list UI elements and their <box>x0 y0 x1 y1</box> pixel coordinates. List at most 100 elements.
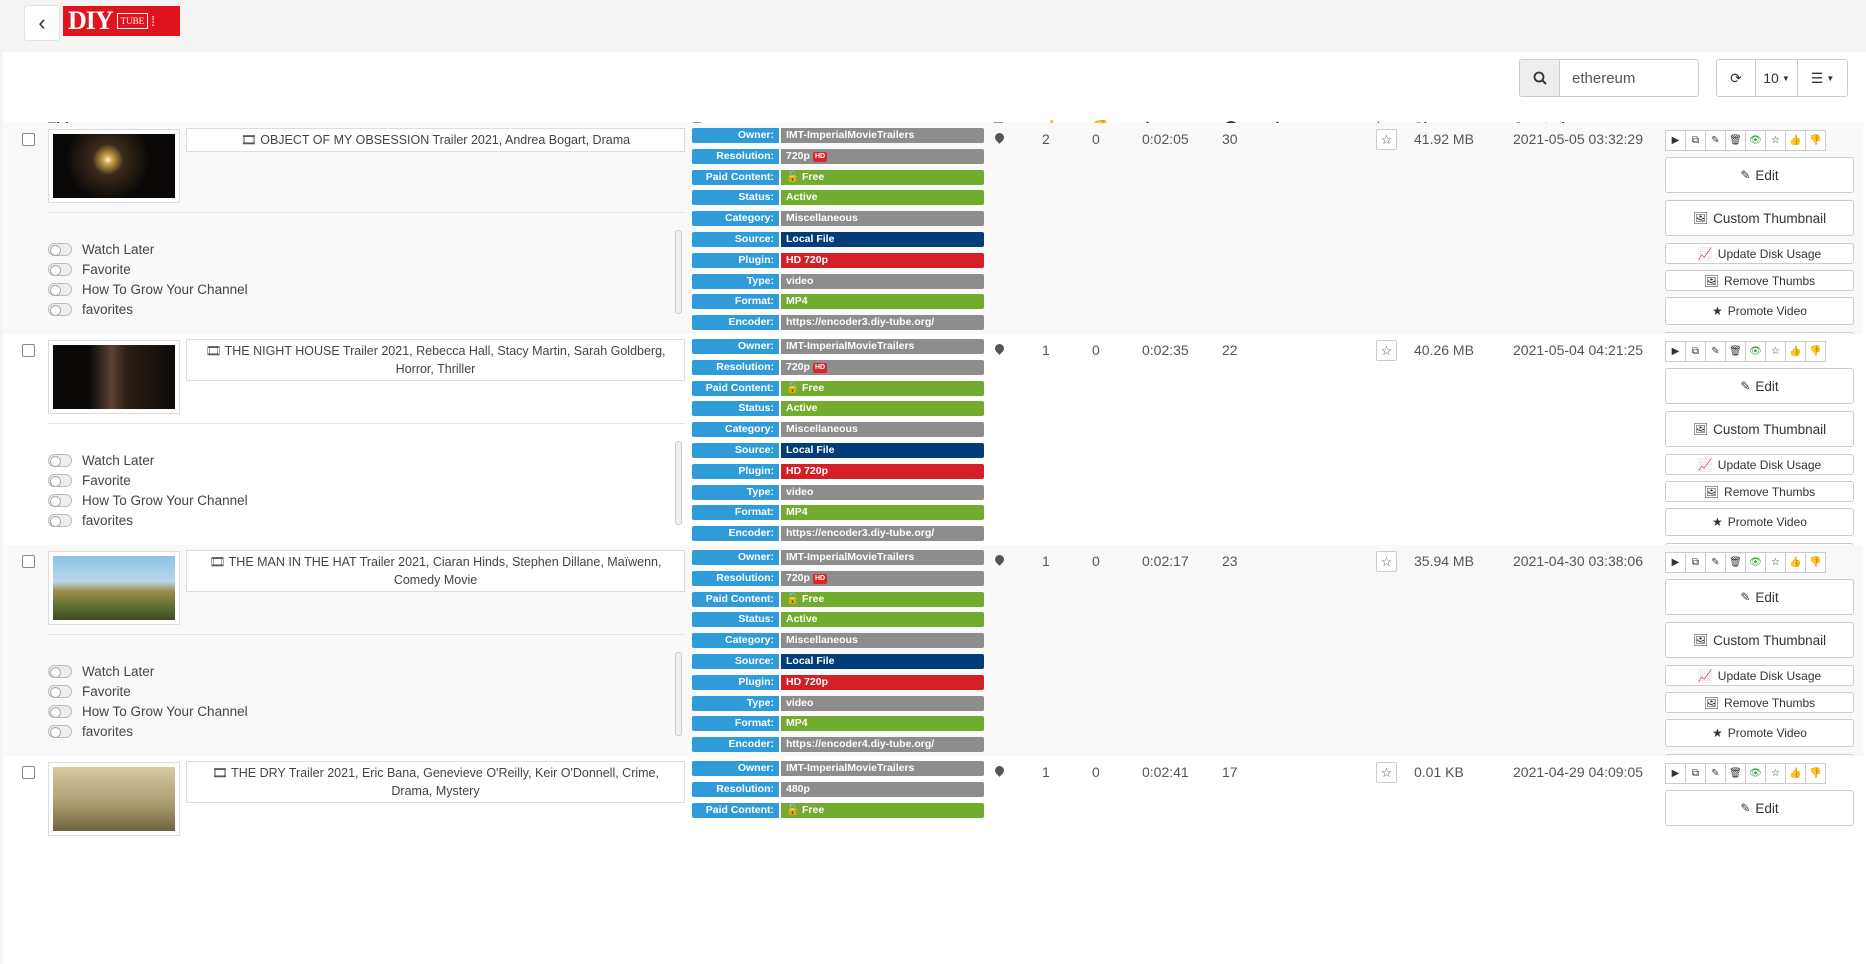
eye-button[interactable]: 👁 <box>1745 341 1766 362</box>
update-disk-usage-button[interactable]: 📈 Update Disk Usage <box>1665 665 1854 686</box>
film-icon: 🎞 <box>205 344 225 358</box>
back-button[interactable]: ‹ <box>24 5 60 41</box>
update-disk-usage-button[interactable]: 📈 Update Disk Usage <box>1665 454 1854 475</box>
duration: 0:02:35 <box>1142 342 1189 358</box>
video-title[interactable]: 🎞 THE NIGHT HOUSE Trailer 2021, Rebecca … <box>186 339 685 381</box>
remove-thumbs-button[interactable]: 🖼 Remove Thumbs <box>1665 270 1854 291</box>
playlist-toggle[interactable] <box>48 262 72 276</box>
playlist-toggle[interactable] <box>48 302 72 316</box>
edit-button[interactable]: ✎ Edit <box>1665 157 1854 193</box>
trash-button[interactable]: 🗑 <box>1725 130 1746 151</box>
custom-thumbnail-button[interactable]: 🖼 Custom Thumbnail <box>1665 622 1854 658</box>
page-size-dropdown[interactable]: 10 ▼ <box>1756 59 1798 97</box>
favorite-star-button[interactable]: ☆ <box>1376 340 1397 361</box>
row-checkbox[interactable] <box>22 344 35 357</box>
tag-key: Plugin: <box>692 463 779 479</box>
custom-thumbnail-button[interactable]: 🖼 Custom Thumbnail <box>1665 411 1854 447</box>
edit-button[interactable]: ✎ Edit <box>1665 368 1854 404</box>
play-button[interactable]: ▶ <box>1665 341 1686 362</box>
star-button[interactable]: ☆ <box>1765 552 1786 573</box>
video-thumbnail[interactable] <box>48 129 180 203</box>
playlist-scrollbar[interactable] <box>675 652 682 736</box>
search-input[interactable] <box>1560 60 1696 96</box>
custom-thumbnail-button[interactable]: 🖼 Custom Thumbnail <box>1665 200 1854 236</box>
search-button[interactable] <box>1520 60 1560 96</box>
star-button[interactable]: ☆ <box>1765 341 1786 362</box>
playlist-toggle[interactable] <box>48 493 72 507</box>
thumbs-up-button[interactable]: 👍 <box>1785 130 1806 151</box>
edit-square-icon: ✎ <box>1711 557 1720 568</box>
copy-button[interactable]: ⧉ <box>1685 130 1706 151</box>
thumbs-down-button[interactable]: 👎 <box>1805 130 1826 151</box>
trash-button[interactable]: 🗑 <box>1725 763 1746 784</box>
favorite-star-button[interactable]: ☆ <box>1376 762 1397 783</box>
playlist-toggle[interactable] <box>48 704 72 718</box>
edit-square-button[interactable]: ✎ <box>1705 130 1726 151</box>
columns-dropdown[interactable]: ☰ ▼ <box>1798 59 1848 97</box>
video-thumbnail[interactable] <box>48 551 180 625</box>
thumbs-down-button[interactable]: 👎 <box>1805 341 1826 362</box>
duration: 0:02:05 <box>1142 131 1189 147</box>
promote-video-button[interactable]: ★ Promote Video <box>1665 719 1854 747</box>
video-title[interactable]: 🎞 THE MAN IN THE HAT Trailer 2021, Ciara… <box>186 550 685 592</box>
video-title[interactable]: 🎞 THE DRY Trailer 2021, Eric Bana, Genev… <box>186 761 685 803</box>
row-checkbox[interactable] <box>22 133 35 146</box>
play-button[interactable]: ▶ <box>1665 552 1686 573</box>
trash-button[interactable]: 🗑 <box>1725 552 1746 573</box>
copy-button[interactable]: ⧉ <box>1685 552 1706 573</box>
refresh-button[interactable]: ⟳ <box>1716 59 1756 97</box>
promote-video-button[interactable]: ★ Promote Video <box>1665 297 1854 325</box>
eye-button[interactable]: 👁 <box>1745 763 1766 784</box>
play-button[interactable]: ▶ <box>1665 130 1686 151</box>
eye-button[interactable]: 👁 <box>1745 552 1766 573</box>
thumbs-up-button[interactable]: 👍 <box>1785 763 1806 784</box>
thumbs-down-button[interactable]: 👎 <box>1805 552 1826 573</box>
update-disk-usage-button[interactable]: 📈 Update Disk Usage <box>1665 243 1854 264</box>
playlist-toggle[interactable] <box>48 453 72 467</box>
favorite-star-button[interactable]: ☆ <box>1376 129 1397 150</box>
thumbs-up-button[interactable]: 👍 <box>1785 341 1806 362</box>
playlist-toggle[interactable] <box>48 242 72 256</box>
edit-button[interactable]: ✎ Edit <box>1665 790 1854 826</box>
eye-button[interactable]: 👁 <box>1745 130 1766 151</box>
copy-button[interactable]: ⧉ <box>1685 341 1706 362</box>
promote-label: Promote Video <box>1727 304 1807 318</box>
remove-thumbs-button[interactable]: 🖼 Remove Thumbs <box>1665 692 1854 713</box>
divider <box>48 423 685 424</box>
playlist-toggle[interactable] <box>48 282 72 296</box>
edit-square-button[interactable]: ✎ <box>1705 552 1726 573</box>
copy-button[interactable]: ⧉ <box>1685 763 1706 784</box>
video-thumbnail[interactable] <box>48 340 180 414</box>
star-button[interactable]: ☆ <box>1765 763 1786 784</box>
trash-button[interactable]: 🗑 <box>1725 341 1746 362</box>
favorite-star-button[interactable]: ☆ <box>1376 551 1397 572</box>
star-button[interactable]: ☆ <box>1765 130 1786 151</box>
play-button[interactable]: ▶ <box>1665 763 1686 784</box>
remove-thumbs-button[interactable]: 🖼 Remove Thumbs <box>1665 481 1854 502</box>
edit-square-button[interactable]: ✎ <box>1705 341 1726 362</box>
site-logo[interactable]: DIY TUBE ⁞ <box>63 6 180 36</box>
video-thumbnail[interactable] <box>48 762 180 836</box>
playlist-label: How To Grow Your Channel <box>82 281 248 297</box>
row-checkbox[interactable] <box>22 766 35 779</box>
chevron-left-icon: ‹ <box>38 10 46 35</box>
video-title[interactable]: 🎞 OBJECT OF MY OBSESSION Trailer 2021, A… <box>186 128 685 152</box>
star-outline-icon: ☆ <box>1380 131 1393 147</box>
playlist-toggle[interactable] <box>48 724 72 738</box>
playlist-toggle[interactable] <box>48 473 72 487</box>
playlist-scrollbar[interactable] <box>675 230 682 314</box>
thumbs-down-button[interactable]: 👎 <box>1805 763 1826 784</box>
thumbs-down-icon: 👎 <box>1809 135 1822 146</box>
playlist-toggle[interactable] <box>48 664 72 678</box>
playlist-scrollbar[interactable] <box>675 441 682 525</box>
playlist-item: How To Grow Your Channel <box>48 490 248 510</box>
playlist-toggle[interactable] <box>48 513 72 527</box>
created-date: 2021-04-29 04:09:05 <box>1513 764 1643 780</box>
playlist-toggle[interactable] <box>48 684 72 698</box>
row-checkbox[interactable] <box>22 555 35 568</box>
edit-button[interactable]: ✎ Edit <box>1665 579 1854 615</box>
tag-paid: Paid Content: 🔓 Free <box>692 380 984 396</box>
edit-square-button[interactable]: ✎ <box>1705 763 1726 784</box>
thumbs-up-button[interactable]: 👍 <box>1785 552 1806 573</box>
promote-video-button[interactable]: ★ Promote Video <box>1665 508 1854 536</box>
